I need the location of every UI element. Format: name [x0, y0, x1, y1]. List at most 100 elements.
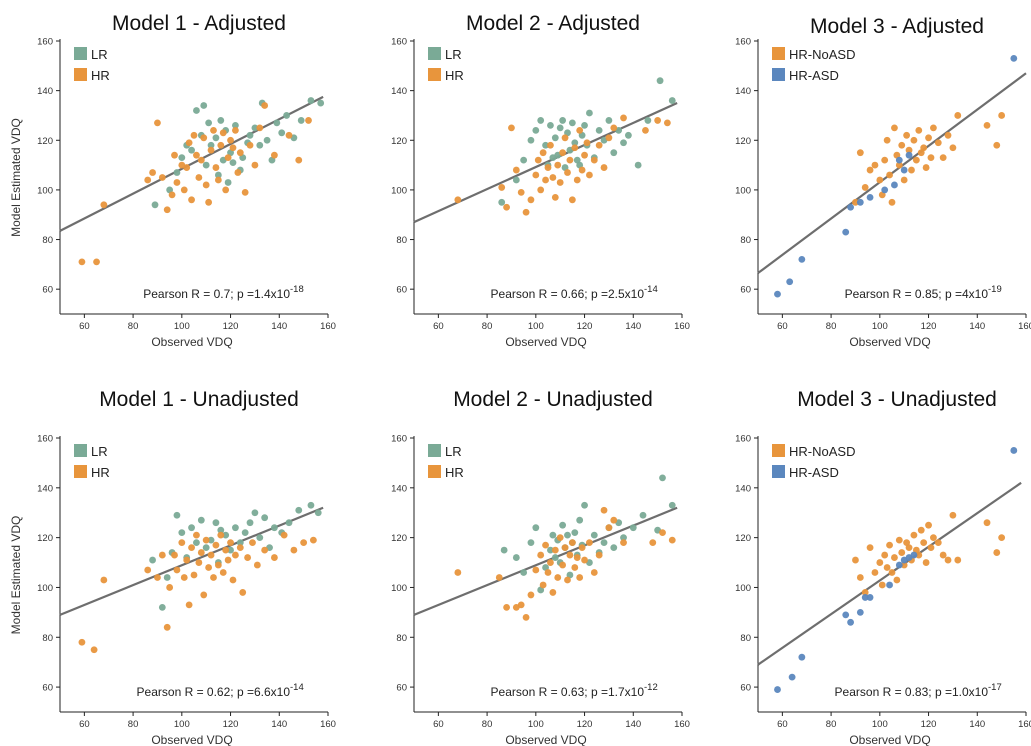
data-point — [954, 112, 962, 119]
data-point — [90, 646, 98, 654]
legend-swatch — [772, 68, 785, 81]
x-tick-label: 100 — [174, 719, 190, 730]
data-point — [886, 541, 893, 549]
data-point — [173, 511, 181, 519]
data-point — [571, 139, 579, 147]
y-tick-label: 60 — [740, 683, 751, 694]
data-point — [654, 117, 662, 124]
data-point — [171, 551, 178, 559]
y-tick-label: 100 — [735, 185, 751, 196]
data-point — [271, 151, 278, 159]
data-point — [236, 149, 244, 157]
data-point — [222, 186, 230, 194]
data-point — [900, 176, 908, 184]
data-point — [154, 574, 161, 581]
correlation-annotation: Pearson R = 0.63; p =1.7x10 — [491, 685, 645, 699]
data-point — [229, 576, 237, 584]
data-point — [556, 179, 564, 186]
data-point — [586, 171, 593, 179]
data-point — [495, 574, 503, 581]
legend-swatch — [74, 444, 87, 457]
data-point — [297, 117, 305, 124]
data-point — [256, 534, 264, 542]
data-point — [197, 549, 205, 556]
data-point — [144, 566, 152, 574]
data-point — [166, 584, 174, 591]
data-point — [881, 156, 889, 164]
x-tick-label: 160 — [674, 321, 690, 332]
x-tick-label: 160 — [1018, 321, 1031, 332]
data-point — [939, 154, 947, 162]
data-point — [527, 539, 535, 547]
data-point — [188, 544, 195, 551]
y-tick-label: 80 — [396, 633, 407, 644]
data-point — [537, 186, 545, 194]
legend-swatch — [772, 444, 785, 457]
data-point — [798, 256, 806, 263]
data-point — [634, 161, 642, 169]
legend-swatch — [428, 47, 441, 60]
data-point — [193, 151, 200, 159]
x-tick-label: 80 — [826, 321, 837, 332]
data-point — [202, 181, 210, 189]
legend-label: LR — [445, 47, 462, 62]
data-point — [251, 124, 259, 132]
data-point — [564, 169, 571, 176]
data-point — [891, 554, 898, 561]
y-tick-label: 160 — [391, 434, 407, 445]
data-point — [610, 149, 618, 157]
data-point — [559, 561, 567, 569]
data-point — [888, 569, 896, 576]
data-point — [581, 151, 588, 159]
x-tick-label: 140 — [969, 321, 985, 332]
data-point — [229, 159, 237, 167]
data-point — [876, 176, 884, 184]
data-point — [573, 554, 581, 561]
y-tick-label: 140 — [735, 86, 751, 97]
legend-label: HR — [91, 465, 110, 480]
data-point — [232, 126, 239, 134]
correlation-exponent: -18 — [290, 284, 304, 295]
data-point — [185, 601, 193, 609]
data-point — [595, 126, 603, 134]
data-point — [527, 196, 535, 204]
chart-title: Model 1 - Adjusted — [112, 12, 286, 35]
y-tick-label: 120 — [391, 136, 407, 147]
legend-label: LR — [91, 47, 108, 62]
data-point — [866, 166, 874, 174]
data-point — [910, 531, 918, 539]
data-point — [195, 174, 203, 181]
data-point — [866, 544, 874, 551]
data-point — [842, 611, 850, 619]
data-point — [503, 603, 510, 611]
data-point — [246, 141, 254, 149]
x-tick-label: 80 — [826, 719, 837, 730]
x-tick-label: 80 — [482, 321, 493, 332]
data-point — [595, 141, 603, 149]
data-point — [178, 529, 186, 537]
data-point — [498, 184, 506, 191]
data-point — [544, 569, 552, 576]
data-point — [197, 516, 205, 524]
x-axis-label: Observed VDQ — [505, 733, 586, 746]
data-point — [881, 551, 889, 559]
y-tick-label: 100 — [37, 185, 53, 196]
data-point — [249, 539, 256, 547]
data-point — [847, 618, 854, 626]
data-point — [551, 546, 559, 554]
data-point — [571, 144, 579, 152]
data-point — [905, 146, 913, 154]
data-point — [217, 141, 225, 149]
y-tick-label: 60 — [396, 285, 407, 296]
data-point — [576, 574, 584, 581]
data-point — [856, 574, 864, 581]
data-point — [188, 146, 195, 154]
x-tick-label: 160 — [320, 321, 336, 332]
y-tick-label: 120 — [391, 533, 407, 544]
series-lr — [149, 501, 322, 611]
data-point — [861, 589, 869, 596]
series-hr-asd — [774, 447, 1018, 693]
data-point — [305, 117, 312, 124]
data-point — [578, 544, 586, 551]
legend-swatch — [74, 465, 87, 478]
